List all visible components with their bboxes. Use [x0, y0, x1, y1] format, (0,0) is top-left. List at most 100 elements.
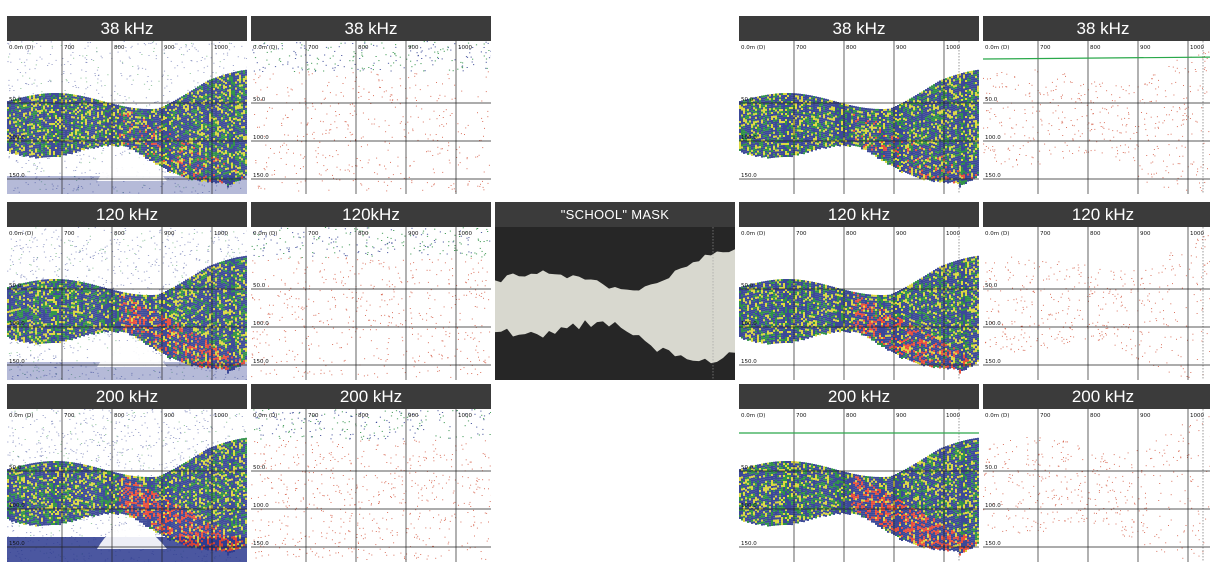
p4-depth-zero-label: 0.0m (D) [985, 45, 1009, 51]
p3-x-tick-900: 900 [896, 45, 907, 51]
p3-depth-zero-label: 0.0m (D) [741, 45, 765, 51]
panel-title: "SCHOOL" MASK [495, 202, 735, 227]
p5-x-tick-700: 700 [64, 231, 75, 237]
p3-x-tick-800: 800 [846, 45, 857, 51]
panel-title: 120 kHz [739, 202, 979, 227]
panel-title: 38 kHz [7, 16, 247, 41]
p8-x-tick-800: 800 [846, 231, 857, 237]
p11-gridlines [251, 409, 491, 562]
p1-x-tick-900: 900 [408, 45, 419, 51]
p8-x-tick-900: 900 [896, 231, 907, 237]
p10-x-tick-700: 700 [64, 413, 75, 419]
echogram-image: 0.0m (D) 700 800 900 1000 50.0 100.0 150.0 [739, 41, 979, 194]
p9-depth-label-100.0: 100.0 [985, 321, 1001, 327]
p1-noise-dots [252, 41, 491, 192]
school-mask-image [495, 227, 735, 380]
p3-depth-label-150.0: 150.0 [741, 173, 757, 179]
p4-depth-label-150.0: 150.0 [985, 173, 1001, 179]
p1-x-tick-800: 800 [358, 45, 369, 51]
p0-depth-label-50.0: 50.0 [9, 97, 22, 103]
p8-depth-label-100.0: 100.0 [741, 321, 757, 327]
p11-depth-label-100.0: 100.0 [253, 503, 269, 509]
p10-x-tick-1000: 1000 [214, 413, 228, 419]
p3-depth-label-100.0: 100.0 [741, 135, 757, 141]
p11-x-tick-800: 800 [358, 413, 369, 419]
p5-depth-zero-label: 0.0m (D) [9, 231, 33, 237]
p14-x-tick-800: 800 [1090, 413, 1101, 419]
p8-school-cells [739, 256, 979, 374]
p3-x-tick-1000: 1000 [946, 45, 960, 51]
p10-depth-zero-label: 0.0m (D) [9, 413, 33, 419]
panel-title: 120 kHz [7, 202, 247, 227]
p8-x-tick-1000: 1000 [946, 231, 960, 237]
p14-x-tick-1000: 1000 [1190, 413, 1204, 419]
p14-school-noise-dots [983, 414, 1210, 559]
p5-depth-label-150.0: 150.0 [9, 359, 25, 365]
p6-depth-zero-label: 0.0m (D) [253, 231, 277, 237]
p14-depth-label-100.0: 100.0 [985, 503, 1001, 509]
p11-x-tick-1000: 1000 [458, 413, 472, 419]
p0-x-tick-700: 700 [64, 45, 75, 51]
p13-depth-label-100.0: 100.0 [741, 503, 757, 509]
p10-depth-label-150.0: 150.0 [9, 541, 25, 547]
p9-x-tick-1000: 1000 [1190, 231, 1204, 237]
panel-title: 38 kHz [983, 16, 1210, 41]
p4-gridlines [983, 41, 1210, 194]
p11-depth-label-150.0: 150.0 [253, 541, 269, 547]
p9-depth-label-150.0: 150.0 [985, 359, 1001, 365]
p6-depth-label-150.0: 150.0 [253, 359, 269, 365]
p5-x-tick-800: 800 [114, 231, 125, 237]
panel-title: 200 kHz [251, 384, 491, 409]
p5-depth-label-50.0: 50.0 [9, 283, 22, 289]
p0-depth-label-150.0: 150.0 [9, 173, 25, 179]
p0-echo-cells [7, 41, 247, 194]
p4-x-tick-1000: 1000 [1190, 45, 1204, 51]
p6-noise-dots [251, 227, 490, 378]
p1-depth-label-50.0: 50.0 [253, 97, 266, 103]
p11-depth-label-50.0: 50.0 [253, 465, 266, 471]
p4-x-tick-800: 800 [1090, 45, 1101, 51]
p14-gridlines [983, 409, 1210, 562]
p11-x-tick-900: 900 [408, 413, 419, 419]
p14-depth-zero-label: 0.0m (D) [985, 413, 1009, 419]
p13-depth-zero-label: 0.0m (D) [741, 413, 765, 419]
p3-depth-label-50.0: 50.0 [741, 97, 754, 103]
p10-x-tick-900: 900 [164, 413, 175, 419]
p10-echo-cells [7, 409, 247, 562]
p4-surface-line [983, 57, 1210, 59]
p3-x-tick-700: 700 [796, 45, 807, 51]
p9-x-tick-700: 700 [1040, 231, 1051, 237]
p0-depth-zero-label: 0.0m (D) [9, 45, 33, 51]
mask-echogram-panel: "SCHOOL" MASK [495, 202, 735, 380]
p1-x-tick-1000: 1000 [458, 45, 472, 51]
p14-depth-label-50.0: 50.0 [985, 465, 998, 471]
p1-depth-label-150.0: 150.0 [253, 173, 269, 179]
p10-depth-label-100.0: 100.0 [9, 503, 25, 509]
p6-depth-label-100.0: 100.0 [253, 321, 269, 327]
p5-x-tick-1000: 1000 [214, 231, 228, 237]
p1-depth-zero-label: 0.0m (D) [253, 45, 277, 51]
p9-school-noise-dots [983, 235, 1210, 378]
empty-slot [495, 16, 735, 194]
p4-x-tick-900: 900 [1140, 45, 1151, 51]
p9-x-tick-900: 900 [1140, 231, 1151, 237]
p4-school-noise-dots [983, 49, 1210, 191]
p14-x-tick-700: 700 [1040, 413, 1051, 419]
p8-depth-zero-label: 0.0m (D) [741, 231, 765, 237]
p13-depth-label-50.0: 50.0 [741, 465, 754, 471]
p4-depth-label-50.0: 50.0 [985, 97, 998, 103]
panel-title: 200 kHz [739, 384, 979, 409]
p0-depth-label-100.0: 100.0 [9, 135, 25, 141]
